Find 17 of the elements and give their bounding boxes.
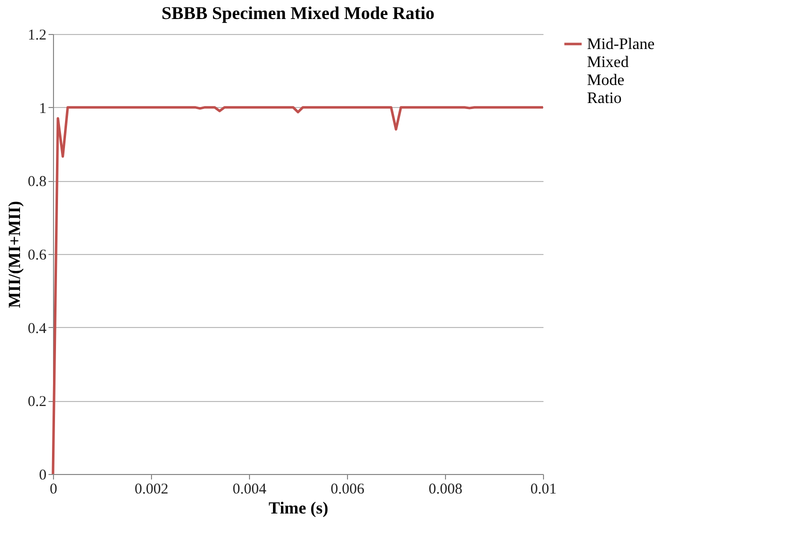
x-tick-label: 0.002 <box>134 482 168 498</box>
legend-label: Mid-Plane Mixed Mode Ratio <box>587 36 655 107</box>
x-axis-title: Time (s) <box>268 498 328 518</box>
y-tick-label: 0.4 <box>28 320 47 337</box>
y-tick-label: 1 <box>39 100 46 117</box>
y-tick-label: 0.6 <box>28 248 47 264</box>
y-tick-label: 0 <box>39 468 46 484</box>
x-tick-label: 0.004 <box>232 482 267 498</box>
y-tick-label: 1.2 <box>28 28 46 44</box>
x-tick-label: 0.006 <box>330 482 365 498</box>
x-tick-label: 0.01 <box>530 482 557 498</box>
y-tick-label: 0.8 <box>28 174 46 190</box>
y-tick-label: 0.2 <box>28 394 46 410</box>
x-tick-label: 0 <box>50 482 58 498</box>
x-tick-label: 0.008 <box>428 482 462 498</box>
y-axis-title: MII/(MI+MII) <box>4 201 24 308</box>
chart-title: SBBB Specimen Mixed Mode Ratio <box>162 3 434 23</box>
